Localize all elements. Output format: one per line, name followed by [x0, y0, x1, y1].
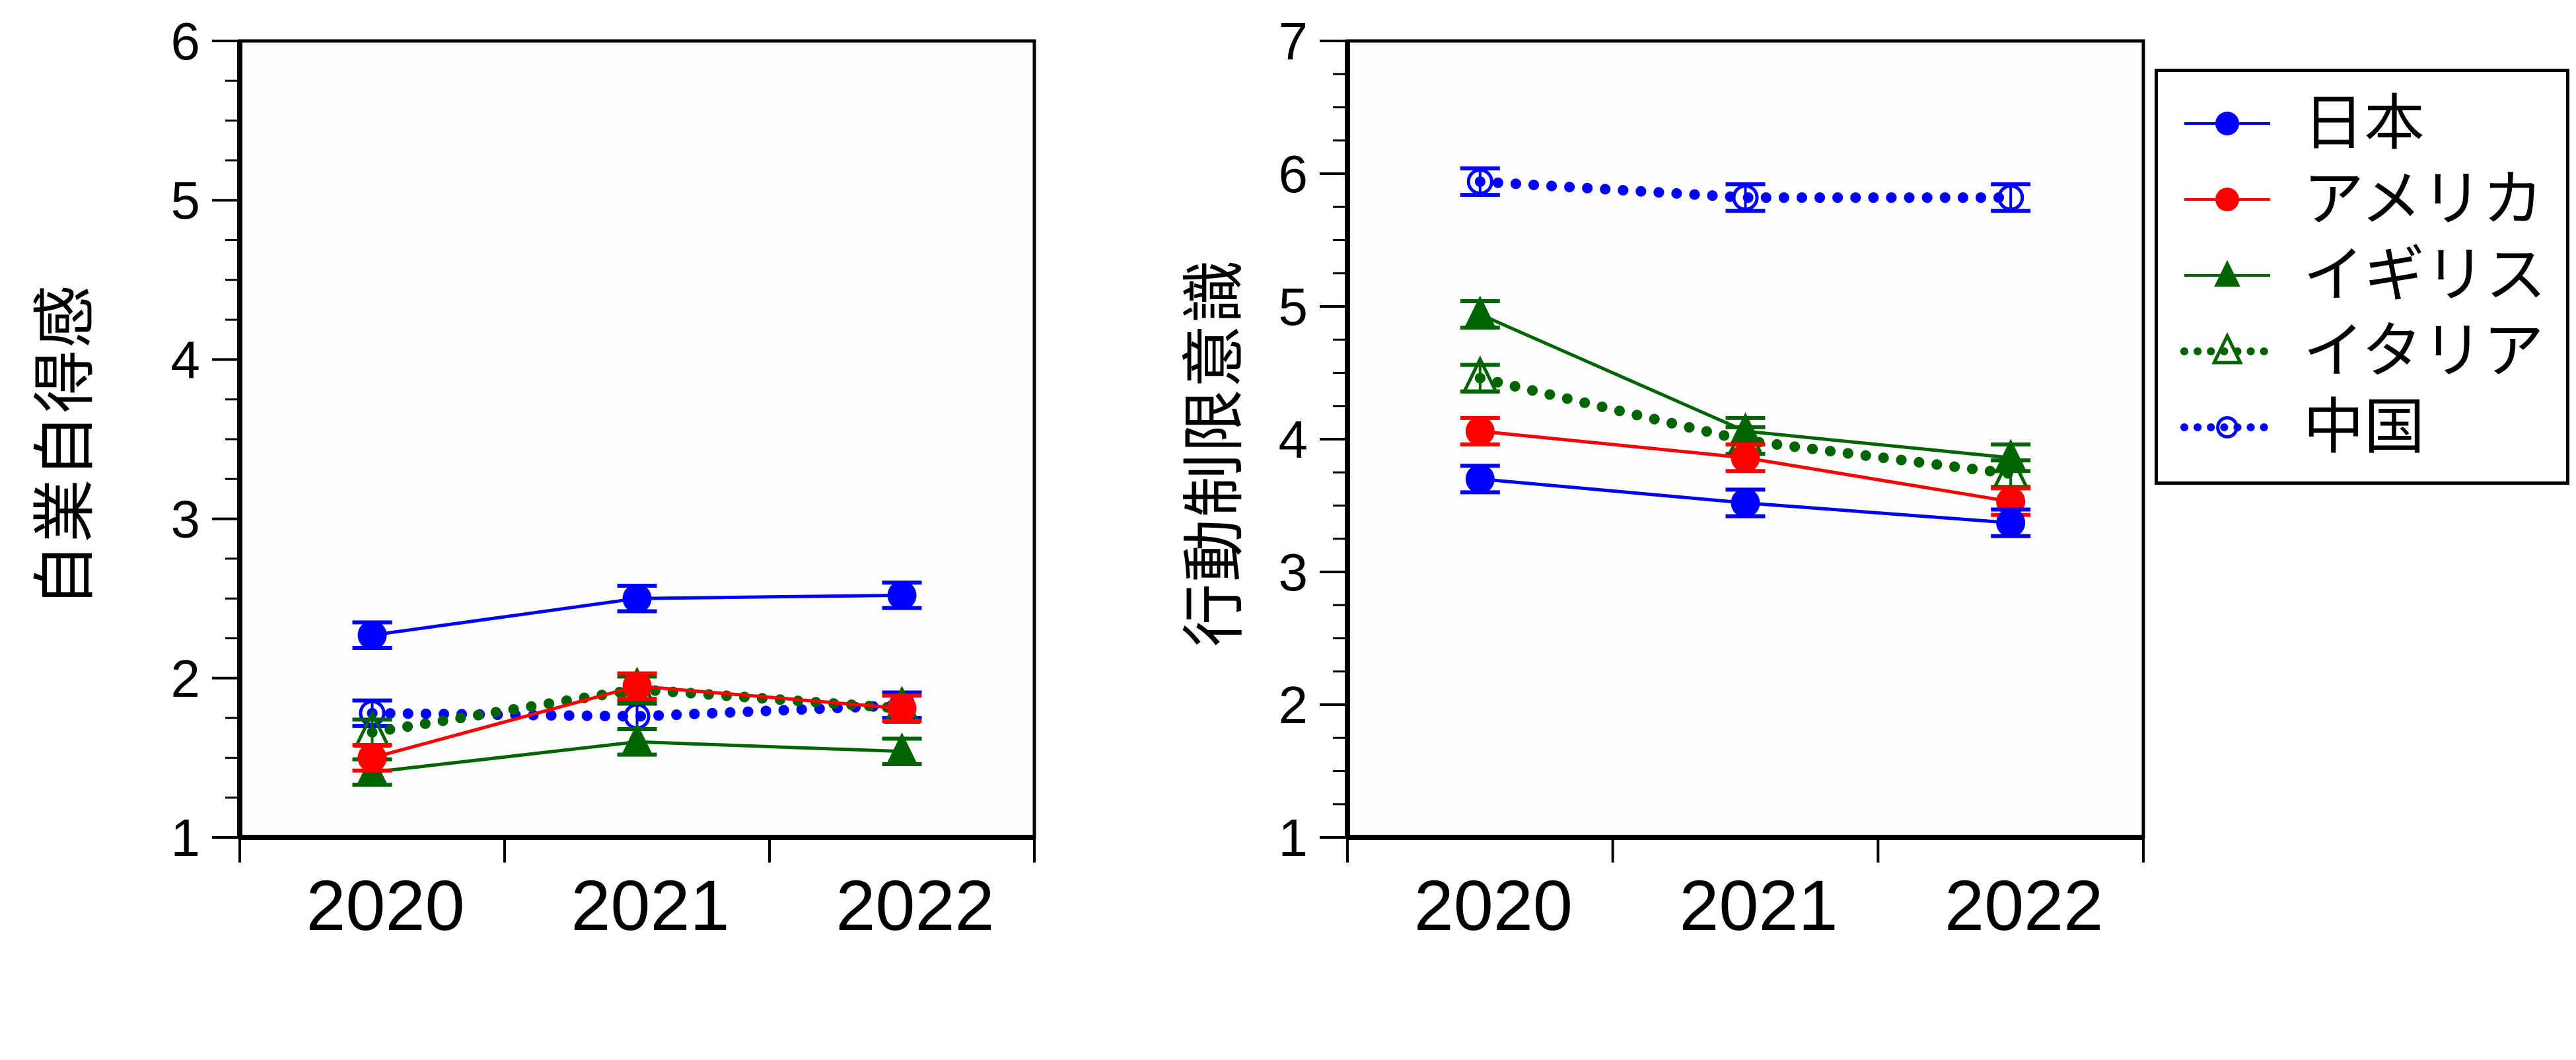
legend-item-uk: イギリス — [2158, 237, 2566, 313]
series-1 — [352, 671, 922, 773]
y-tick-label: 1 — [171, 808, 201, 867]
y-tick-label: 5 — [1279, 277, 1308, 336]
legend-label: イタリア — [2303, 315, 2544, 386]
x-tick-label: 2020 — [306, 865, 464, 945]
x-tick-label: 2022 — [836, 865, 994, 945]
marker-open-circle-icon — [1732, 184, 1759, 211]
marker-filled-circle-icon — [622, 671, 652, 701]
legend-item-italy: イタリア — [2158, 313, 2566, 389]
x-tick-label: 2022 — [1945, 865, 2103, 945]
y-tick-label: 6 — [1279, 145, 1308, 203]
marker-filled-circle-icon — [2215, 111, 2239, 135]
marker-filled-triangle-icon — [886, 732, 918, 765]
legend-label: 日本 — [2303, 87, 2425, 159]
chart-behavior-restriction: 1 2 3 4 5 6 7 2020 2021 2022 — [1279, 12, 2145, 945]
marker-filled-circle-icon — [1731, 488, 1760, 518]
marker-filled-circle-icon — [1996, 508, 2026, 538]
x-tick-label: 2020 — [1414, 865, 1573, 945]
x-tick-label: 2021 — [1679, 865, 1838, 945]
y-tick-label: 5 — [171, 171, 201, 230]
x-tick-label: 2021 — [571, 865, 729, 945]
y-tick-label: 6 — [171, 12, 201, 71]
marker-filled-circle-icon — [622, 584, 652, 614]
marker-filled-triangle-icon — [621, 723, 653, 756]
legend-item-america: アメリカ — [2158, 161, 2566, 237]
legend-swatch-filled-triangle-icon — [2184, 260, 2270, 287]
y-tick-label: 7 — [1279, 12, 1308, 71]
legend-swatch-filled-circle-icon — [2184, 187, 2270, 211]
marker-filled-triangle-icon — [2214, 260, 2240, 287]
series-0 — [352, 581, 922, 650]
marker-open-circle-icon — [1997, 184, 2024, 211]
marker-filled-triangle-icon — [1994, 439, 2027, 472]
legend: 日本 アメリカ イギリス イタリア 中国 — [2155, 69, 2569, 485]
marker-filled-circle-icon — [357, 743, 387, 773]
legend-label: アメリカ — [2303, 163, 2544, 234]
marker-filled-circle-icon — [887, 581, 917, 610]
y-tick-label: 2 — [1279, 676, 1308, 734]
series-4 — [1460, 166, 2031, 213]
legend-swatch-open-triangle-icon — [2180, 332, 2274, 365]
marker-filled-circle-icon — [1465, 416, 1495, 446]
legend-label: イギリス — [2303, 239, 2547, 310]
marker-filled-triangle-icon — [1464, 295, 1497, 328]
axes: 1 2 3 4 5 6 7 2020 2021 2022 — [1279, 12, 2145, 945]
y-axis-label-left: 自業自得感 — [28, 283, 102, 608]
y-tick-label: 1 — [1279, 808, 1308, 867]
y-tick-label: 4 — [1279, 410, 1308, 469]
chart-self-responsibility: 1 2 3 4 5 6 2020 2021 2022 — [171, 12, 1036, 945]
marker-filled-circle-icon — [357, 620, 387, 650]
y-axis-label-right: 行動制限意識 — [1177, 258, 1252, 647]
marker-filled-circle-icon — [1465, 464, 1495, 494]
marker-open-circle-icon — [1466, 168, 1493, 195]
y-tick-label: 2 — [171, 649, 201, 708]
marker-filled-circle-icon — [2215, 187, 2239, 211]
marker-open-triangle-icon — [2211, 332, 2243, 365]
y-tick-label: 3 — [171, 490, 201, 549]
y-tick-label: 3 — [1279, 543, 1308, 602]
marker-open-circle-icon — [2216, 415, 2238, 439]
marker-filled-circle-icon — [1731, 443, 1760, 473]
legend-item-china: 中国 — [2158, 389, 2566, 465]
legend-item-japan: 日本 — [2158, 85, 2566, 161]
legend-label: 中国 — [2303, 391, 2425, 462]
y-tick-label: 4 — [171, 330, 201, 389]
marker-filled-triangle-icon — [1729, 412, 1762, 445]
series-0 — [1460, 464, 2031, 538]
legend-swatch-open-circle-icon — [2180, 415, 2274, 439]
legend-swatch-filled-circle-icon — [2184, 111, 2270, 135]
axes: 1 2 3 4 5 6 2020 2021 2022 — [171, 12, 1036, 945]
marker-filled-circle-icon — [887, 693, 917, 723]
marker-open-triangle-icon — [1461, 355, 1499, 394]
